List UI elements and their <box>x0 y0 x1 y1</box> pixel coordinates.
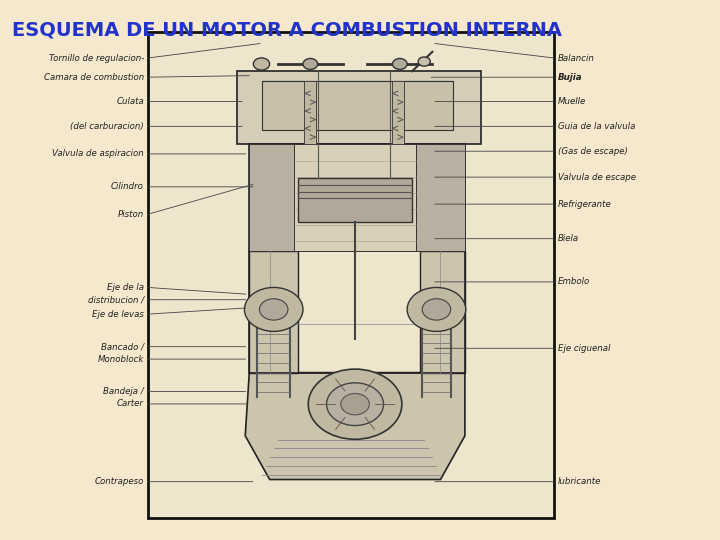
Text: Bujia: Bujia <box>558 73 582 82</box>
Text: distribucion /: distribucion / <box>88 295 144 304</box>
Circle shape <box>392 58 407 70</box>
Bar <box>261 81 453 130</box>
Bar <box>416 144 465 251</box>
Text: Monoblock: Monoblock <box>98 355 144 363</box>
Text: lubricante: lubricante <box>558 477 601 486</box>
Text: (Gas de escape): (Gas de escape) <box>558 147 628 156</box>
Circle shape <box>407 287 466 332</box>
Text: Biela: Biela <box>558 234 579 243</box>
Circle shape <box>259 299 288 320</box>
Text: Camara de combustion: Camara de combustion <box>44 73 144 82</box>
Bar <box>249 251 298 373</box>
Text: Valvula de aspiracion: Valvula de aspiracion <box>53 150 144 158</box>
Text: Eje ciguenal: Eje ciguenal <box>558 344 611 353</box>
Bar <box>249 144 465 251</box>
Text: Eje de la: Eje de la <box>107 283 144 292</box>
Circle shape <box>341 394 369 415</box>
Text: Embolo: Embolo <box>558 278 590 286</box>
Text: Guia de la valvula: Guia de la valvula <box>558 122 635 131</box>
Text: Refrigerante: Refrigerante <box>558 200 612 208</box>
Circle shape <box>303 58 318 70</box>
Bar <box>420 251 465 373</box>
Text: Tornillo de regulacion-: Tornillo de regulacion- <box>49 54 144 63</box>
Text: Bancado /: Bancado / <box>101 342 144 351</box>
Bar <box>298 178 412 222</box>
Bar <box>237 71 481 144</box>
Circle shape <box>244 287 303 332</box>
Text: Muelle: Muelle <box>558 97 586 106</box>
Text: Eje de levas: Eje de levas <box>92 310 144 319</box>
Circle shape <box>253 58 269 70</box>
Text: Bandeja /: Bandeja / <box>104 387 144 396</box>
Text: Valvula de escape: Valvula de escape <box>558 173 636 181</box>
Polygon shape <box>246 373 465 480</box>
Bar <box>305 81 316 144</box>
Bar <box>294 144 416 251</box>
Text: Culata: Culata <box>116 97 144 106</box>
Text: Cilindro: Cilindro <box>111 183 144 191</box>
Circle shape <box>418 57 431 66</box>
Bar <box>392 81 404 144</box>
Circle shape <box>422 299 451 320</box>
Circle shape <box>327 383 384 426</box>
Bar <box>249 251 465 373</box>
Text: ESQUEMA DE UN MOTOR A COMBUSTION INTERNA: ESQUEMA DE UN MOTOR A COMBUSTION INTERNA <box>12 21 562 39</box>
Circle shape <box>308 369 402 439</box>
Text: (del carburacion): (del carburacion) <box>71 122 144 131</box>
Bar <box>249 144 294 251</box>
Text: Piston: Piston <box>118 211 144 219</box>
Text: Balancin: Balancin <box>558 54 595 63</box>
Text: Contrapeso: Contrapeso <box>94 477 144 486</box>
Text: Carter: Carter <box>117 400 144 408</box>
Bar <box>148 32 554 518</box>
